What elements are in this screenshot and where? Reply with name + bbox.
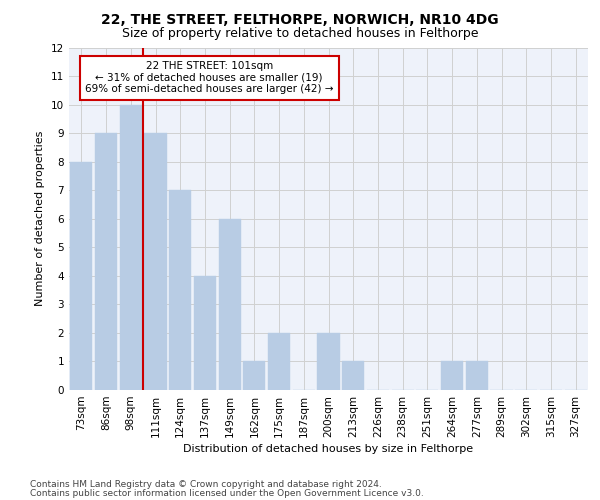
- Text: 22, THE STREET, FELTHORPE, NORWICH, NR10 4DG: 22, THE STREET, FELTHORPE, NORWICH, NR10…: [101, 12, 499, 26]
- Bar: [218, 219, 241, 390]
- X-axis label: Distribution of detached houses by size in Felthorpe: Distribution of detached houses by size …: [184, 444, 473, 454]
- Bar: [342, 362, 364, 390]
- Bar: [194, 276, 216, 390]
- Bar: [169, 190, 191, 390]
- Text: Contains public sector information licensed under the Open Government Licence v3: Contains public sector information licen…: [30, 488, 424, 498]
- Bar: [466, 362, 488, 390]
- Text: 22 THE STREET: 101sqm
← 31% of detached houses are smaller (19)
69% of semi-deta: 22 THE STREET: 101sqm ← 31% of detached …: [85, 61, 334, 94]
- Bar: [268, 333, 290, 390]
- Bar: [145, 133, 167, 390]
- Text: Contains HM Land Registry data © Crown copyright and database right 2024.: Contains HM Land Registry data © Crown c…: [30, 480, 382, 489]
- Y-axis label: Number of detached properties: Number of detached properties: [35, 131, 46, 306]
- Bar: [70, 162, 92, 390]
- Bar: [317, 333, 340, 390]
- Text: Size of property relative to detached houses in Felthorpe: Size of property relative to detached ho…: [122, 28, 478, 40]
- Bar: [95, 133, 117, 390]
- Bar: [119, 104, 142, 390]
- Bar: [243, 362, 265, 390]
- Bar: [441, 362, 463, 390]
